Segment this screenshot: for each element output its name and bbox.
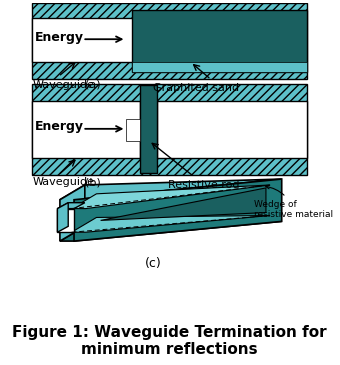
- Bar: [132, 62, 307, 72]
- Text: Graphited sand: Graphited sand: [153, 82, 239, 93]
- Bar: [125, 119, 140, 141]
- Bar: [33, 3, 307, 78]
- Text: (a): (a): [85, 80, 100, 89]
- Text: (b): (b): [85, 177, 101, 187]
- Polygon shape: [57, 203, 68, 232]
- Bar: [33, 18, 136, 62]
- Bar: [33, 101, 140, 158]
- Text: Waveguide: Waveguide: [33, 177, 95, 187]
- Polygon shape: [74, 179, 282, 241]
- Polygon shape: [60, 185, 85, 241]
- Text: (c): (c): [144, 257, 161, 270]
- Polygon shape: [60, 222, 282, 241]
- Polygon shape: [57, 203, 85, 208]
- Text: Figure 1: Waveguide Termination for
minimum reflections: Figure 1: Waveguide Termination for mini…: [12, 325, 327, 357]
- Bar: [157, 101, 307, 158]
- Text: Energy: Energy: [35, 31, 84, 44]
- Polygon shape: [57, 208, 74, 232]
- Polygon shape: [71, 185, 270, 208]
- Text: Wedge of
resistive material: Wedge of resistive material: [254, 185, 334, 219]
- Polygon shape: [60, 179, 282, 200]
- Bar: [33, 84, 307, 175]
- Text: Resistive rod: Resistive rod: [168, 180, 239, 190]
- Polygon shape: [101, 188, 266, 220]
- Bar: [132, 9, 307, 72]
- Polygon shape: [71, 215, 270, 232]
- Text: Energy: Energy: [35, 120, 84, 133]
- Text: Waveguide: Waveguide: [33, 80, 95, 89]
- Bar: [140, 85, 157, 173]
